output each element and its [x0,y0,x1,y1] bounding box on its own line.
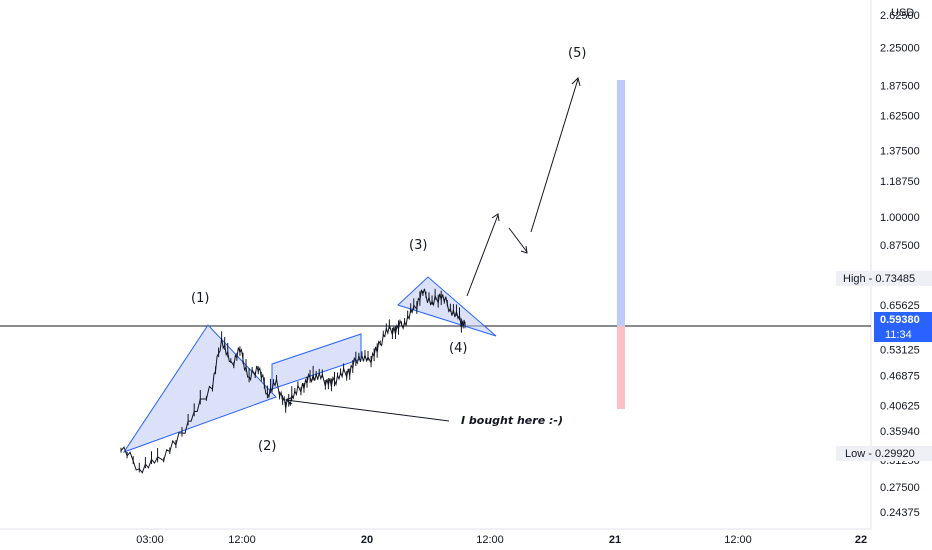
y-tick-label: 0.27500 [880,482,920,494]
y-tick-label: 1.87500 [880,81,920,93]
projection-segment-3-head [571,77,581,87]
projection-segment-3 [530,78,579,233]
x-tick-label: 12:00 [476,534,504,546]
y-tick-label: 0.65625 [880,300,920,312]
high-label-sep: - [866,273,876,285]
y-tick-label: 1.37500 [880,145,920,157]
y-tick-label: 0.46875 [880,370,920,382]
x-tick-label: 12:00 [724,534,752,546]
target-down-bar[interactable] [617,326,625,409]
target-up-bar[interactable] [617,80,625,326]
high-label-box [836,271,932,286]
y-tick-label: 2.62500 [880,10,920,22]
projection-path[interactable] [466,77,581,297]
wave-label-1: (1) [191,291,209,306]
y-tick-label: 1.00000 [880,212,920,224]
price-line [120,288,466,474]
y-tick-label: 1.62500 [880,110,920,122]
last-price-value: 0.59380 [880,314,920,326]
y-tick-label: 0.53125 [880,344,920,356]
price-series [120,288,466,474]
projection-segment-1-head [491,213,500,222]
y-axis-ticks[interactable]: 2.62500 2.25000 1.87500 1.62500 1.37500 1.187… [880,10,920,519]
high-label-text: High - 0.73485 [843,273,915,285]
wave-label-5: (5) [568,46,586,61]
currency-label: USD [891,7,914,19]
low-label-text: Low - 0.29920 [845,448,915,460]
wave-1-triangle[interactable] [122,324,277,453]
projection-segment-2-head [520,245,528,254]
wave-3-triangle[interactable] [397,276,497,337]
x-tick-label: 03:00 [136,534,164,546]
y-tick-label: 0.40625 [880,400,920,412]
wave-label-4: (4) [449,341,467,356]
bought-arrow-head [284,396,294,405]
projection-segment-2 [508,227,528,253]
bought-arrow-shaft [285,399,450,422]
wave-2-channel[interactable] [271,333,362,390]
low-label-value: 0.29920 [875,448,915,460]
bought-here-note: I bought here :-) [461,414,563,427]
y-tick-label: 0.87500 [880,240,920,252]
low-label-title: Low [845,448,865,460]
x-tick-label: 21 [609,534,621,546]
x-tick-label: 22 [855,534,867,546]
high-label-title: High [843,273,866,285]
y-tick-label: 0.35940 [880,426,920,438]
y-tick-label: 1.18750 [880,176,920,188]
y-tick-label: 0.24375 [880,507,920,519]
projection-segment-1 [466,214,499,297]
high-label-value: 0.73485 [875,273,915,285]
last-price-countdown: 11:34 [885,329,912,341]
last-price-badge [874,312,932,342]
wave-label-3: (3) [409,238,427,253]
x-tick-label: 12:00 [228,534,256,546]
bought-here-arrow[interactable] [284,396,450,422]
x-axis-ticks[interactable]: 03:00 12:00 20 12:00 21 12:00 22 [136,534,867,546]
low-label-sep: - [865,448,875,460]
x-tick-label: 20 [361,534,373,546]
low-label-box [836,446,932,461]
wave-label-2: (2) [258,439,276,454]
y-tick-label: 2.25000 [880,42,920,54]
